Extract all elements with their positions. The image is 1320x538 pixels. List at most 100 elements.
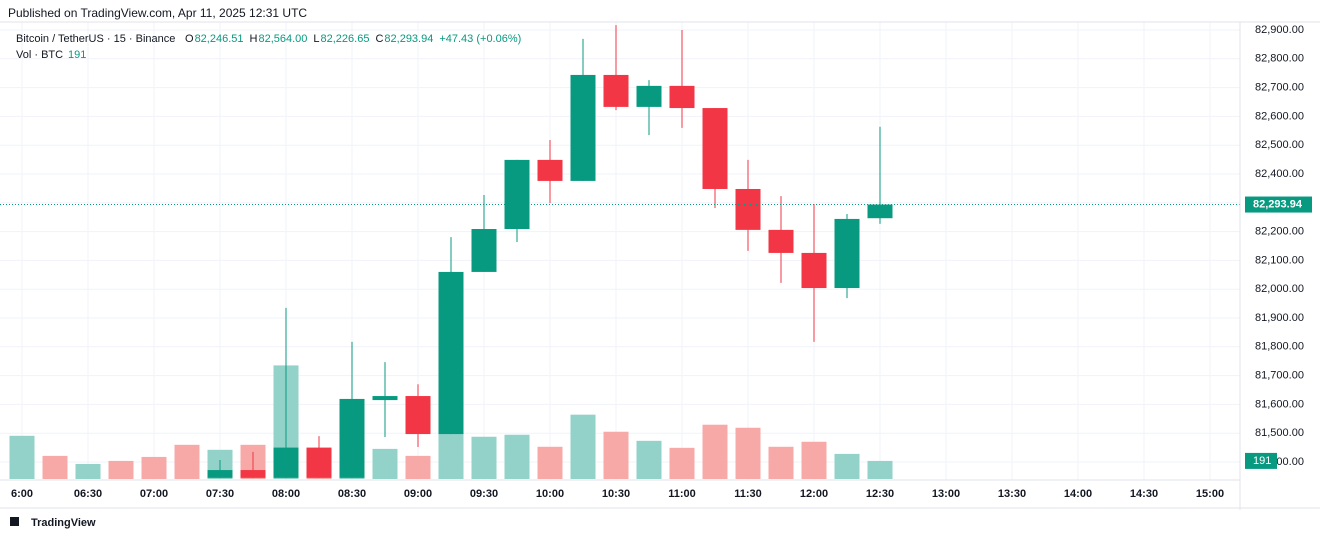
x-tick-label: 08:00 bbox=[272, 488, 300, 500]
volume-bar bbox=[636, 440, 662, 479]
y-tick-label: 82,200.00 bbox=[1255, 226, 1304, 238]
volume-bar bbox=[867, 460, 893, 479]
logo bbox=[10, 517, 19, 526]
symbol: Bitcoin / TetherUS · 15 · Binance bbox=[16, 33, 175, 45]
volume-tag bbox=[1245, 452, 1277, 469]
x-tick-label: 11:30 bbox=[734, 488, 762, 500]
volume-bar bbox=[75, 463, 101, 479]
x-tick-label: 13:30 bbox=[998, 488, 1026, 500]
y-tick-label: 81,500.00 bbox=[1255, 427, 1304, 439]
last-price-label: 82,293.94 bbox=[1253, 198, 1303, 210]
candle-body bbox=[669, 85, 695, 109]
candle-body bbox=[834, 218, 860, 289]
x-tick-label: 11:00 bbox=[668, 488, 696, 500]
ohlc-letter: O bbox=[185, 33, 194, 45]
x-tick-label: 13:00 bbox=[932, 488, 960, 500]
x-tick-label: 14:00 bbox=[1064, 488, 1092, 500]
candle-body bbox=[471, 229, 497, 272]
volume-bar bbox=[570, 414, 596, 479]
candle-body bbox=[570, 74, 596, 181]
brand: TradingView bbox=[10, 517, 96, 529]
volume-title: Vol · BTC bbox=[16, 49, 63, 61]
candle-body bbox=[372, 396, 398, 401]
y-tick-label: 82,500.00 bbox=[1255, 139, 1304, 151]
volume-bar bbox=[372, 448, 398, 479]
y-tick-label: 82,000.00 bbox=[1255, 283, 1304, 295]
volume-bar bbox=[669, 447, 695, 479]
candle-body bbox=[306, 447, 332, 478]
y-tick-label: 81,800.00 bbox=[1255, 341, 1304, 353]
volume-bar bbox=[768, 446, 794, 479]
volume-bar bbox=[405, 455, 431, 479]
plot-area bbox=[9, 25, 893, 479]
ohlc-values: O 82,246.51 H 82,564.00 L 82,226.65 C 82,293.94… bbox=[185, 33, 521, 45]
y-tick-label: 82,800.00 bbox=[1255, 53, 1304, 65]
last-price-tag bbox=[1245, 196, 1312, 213]
volume-bar bbox=[141, 456, 167, 479]
y-tick-label: 81,600.00 bbox=[1255, 398, 1304, 410]
y-tick-label: 81,900.00 bbox=[1255, 312, 1304, 324]
candle-body bbox=[339, 398, 365, 478]
x-tick-label: 10:00 bbox=[536, 488, 564, 500]
ohlc-value: 82,293.94 bbox=[384, 33, 433, 45]
candle-body bbox=[438, 271, 464, 435]
ohlc-value: 82,246.51 bbox=[195, 33, 244, 45]
volume-bar bbox=[9, 435, 35, 479]
x-tick-label: 09:00 bbox=[404, 488, 432, 500]
candle-body bbox=[537, 159, 563, 181]
ohlc-value: 82,226.65 bbox=[321, 33, 370, 45]
volume-tag-label: 191 bbox=[1253, 455, 1271, 467]
volume-bar bbox=[801, 441, 827, 479]
x-tick-label: 10:30 bbox=[602, 488, 630, 500]
x-tick-label: 09:30 bbox=[470, 488, 498, 500]
volume-value: 191 bbox=[68, 49, 86, 61]
y-tick-label: 82,400.00 bbox=[1255, 168, 1304, 180]
candle-body bbox=[735, 188, 761, 230]
published-text: Published on TradingView.com, Apr 11, 20… bbox=[8, 6, 307, 20]
x-tick-label: 07:30 bbox=[206, 488, 234, 500]
volume-bar bbox=[108, 460, 134, 479]
volume-bar bbox=[702, 424, 728, 479]
change-value: +47.43 (+0.06%) bbox=[439, 33, 521, 45]
candle-body bbox=[207, 470, 233, 478]
candle-body bbox=[636, 85, 662, 107]
brand-text: TradingView bbox=[31, 517, 96, 529]
volume-bar bbox=[471, 436, 497, 479]
ohlc-letter: H bbox=[250, 33, 258, 45]
x-tick-label: 07:00 bbox=[140, 488, 168, 500]
x-tick-label: 12:00 bbox=[800, 488, 828, 500]
y-tick-label: 82,600.00 bbox=[1255, 110, 1304, 122]
volume-bar bbox=[504, 434, 530, 479]
candle-body bbox=[801, 252, 827, 289]
legend: Bitcoin / TetherUS · 15 · Binance Vol · … bbox=[16, 33, 521, 61]
ohlc-value: 82,564.00 bbox=[258, 33, 307, 45]
volume-bar bbox=[603, 431, 629, 479]
x-tick-label: 08:30 bbox=[338, 488, 366, 500]
volume-bar bbox=[174, 444, 200, 479]
volume-bar bbox=[735, 427, 761, 479]
candle-body bbox=[603, 74, 629, 107]
candle-body bbox=[240, 470, 266, 478]
ohlc-letter: C bbox=[375, 33, 383, 45]
x-tick-label: 6:00 bbox=[11, 488, 33, 500]
candle-body bbox=[405, 396, 431, 435]
y-tick-label: 81,700.00 bbox=[1255, 370, 1304, 382]
candle-body bbox=[768, 229, 794, 253]
y-tick-label: 82,700.00 bbox=[1255, 82, 1304, 94]
volume-bar bbox=[834, 453, 860, 479]
x-tick-label: 15:00 bbox=[1196, 488, 1224, 500]
candle-body bbox=[867, 204, 893, 219]
y-tick-label: 82,100.00 bbox=[1255, 254, 1304, 266]
x-tick-label: 14:30 bbox=[1130, 488, 1158, 500]
overlay: 81,400.0081,500.0081,600.0081,700.0081,8… bbox=[0, 24, 1312, 500]
volume-bar bbox=[42, 455, 68, 479]
x-tick-label: 06:30 bbox=[74, 488, 102, 500]
volume-bar bbox=[537, 446, 563, 479]
ohlc-letter: L bbox=[313, 33, 319, 45]
x-tick-label: 12:30 bbox=[866, 488, 894, 500]
candle-body bbox=[273, 447, 299, 478]
candle-body bbox=[504, 159, 530, 230]
y-tick-label: 82,900.00 bbox=[1255, 24, 1304, 36]
